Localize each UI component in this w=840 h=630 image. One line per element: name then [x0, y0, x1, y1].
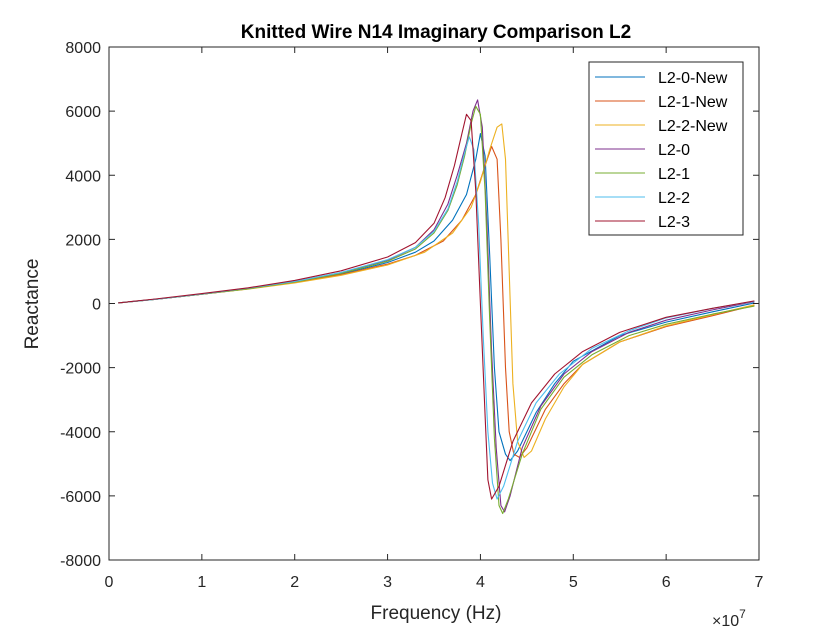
y-tick-label: 4000 — [65, 168, 101, 185]
series-line-l2-2-new — [118, 123, 755, 458]
x-tick-label: 1 — [197, 574, 206, 591]
series-line-l2-2 — [118, 136, 755, 500]
y-tick-label: 2000 — [65, 232, 101, 249]
y-axis-label: Reactance — [22, 259, 43, 350]
x-tick-label: 7 — [755, 574, 764, 591]
legend-label-l2-0: L2-0 — [658, 142, 690, 159]
legend-items: L2-0-New L2-1-New L2-2-New L2-0 L2-1 L2-2 L2-3 — [595, 70, 728, 231]
series-line-l2-1 — [118, 105, 755, 515]
x-tick-label: 0 — [105, 574, 114, 591]
x-exponent-power: 7 — [739, 607, 746, 621]
series-line-l2-3 — [118, 113, 755, 500]
y-tick-label: -6000 — [60, 489, 101, 506]
legend-label-l2-0-new: L2-0-New — [658, 70, 728, 87]
x-tick-label: 5 — [569, 574, 578, 591]
y-tick-label: 0 — [92, 297, 101, 314]
legend-label-l2-2: L2-2 — [658, 190, 690, 207]
legend-label-l2-3: L2-3 — [658, 214, 690, 231]
y-tick-label: -8000 — [60, 553, 101, 570]
legend-label-l2-1: L2-1 — [658, 166, 690, 183]
x-axis-label: Frequency (Hz) — [371, 603, 502, 624]
x-exponent-base: ×10 — [712, 613, 739, 630]
series-line-l2-1-new — [118, 145, 755, 458]
y-tick-label: -4000 — [60, 425, 101, 442]
x-tick-label: 3 — [383, 574, 392, 591]
x-tick-label: 4 — [476, 574, 485, 591]
y-axis-ticks: -8000 -6000 -4000 -2000 0 2000 4000 6000 8000 — [60, 40, 759, 570]
legend: L2-0-New L2-1-New L2-2-New L2-0 L2-1 L2-2 L2-3 — [588, 61, 744, 236]
x-axis-exponent: ×107 — [712, 607, 746, 630]
x-tick-label: 6 — [662, 574, 671, 591]
chart-title: Knitted Wire N14 Imaginary Comparison L2 — [241, 22, 631, 43]
legend-label-l2-2-new: L2-2-New — [658, 118, 728, 135]
series-layer — [118, 99, 755, 515]
x-tick-label: 2 — [290, 574, 299, 591]
x-axis-ticks: 0 1 2 3 4 5 6 7 — [105, 47, 764, 591]
legend-label-l2-1-new: L2-1-New — [658, 94, 728, 111]
y-tick-label: -2000 — [60, 361, 101, 378]
y-tick-label: 8000 — [65, 40, 101, 57]
y-tick-label: 6000 — [65, 104, 101, 121]
